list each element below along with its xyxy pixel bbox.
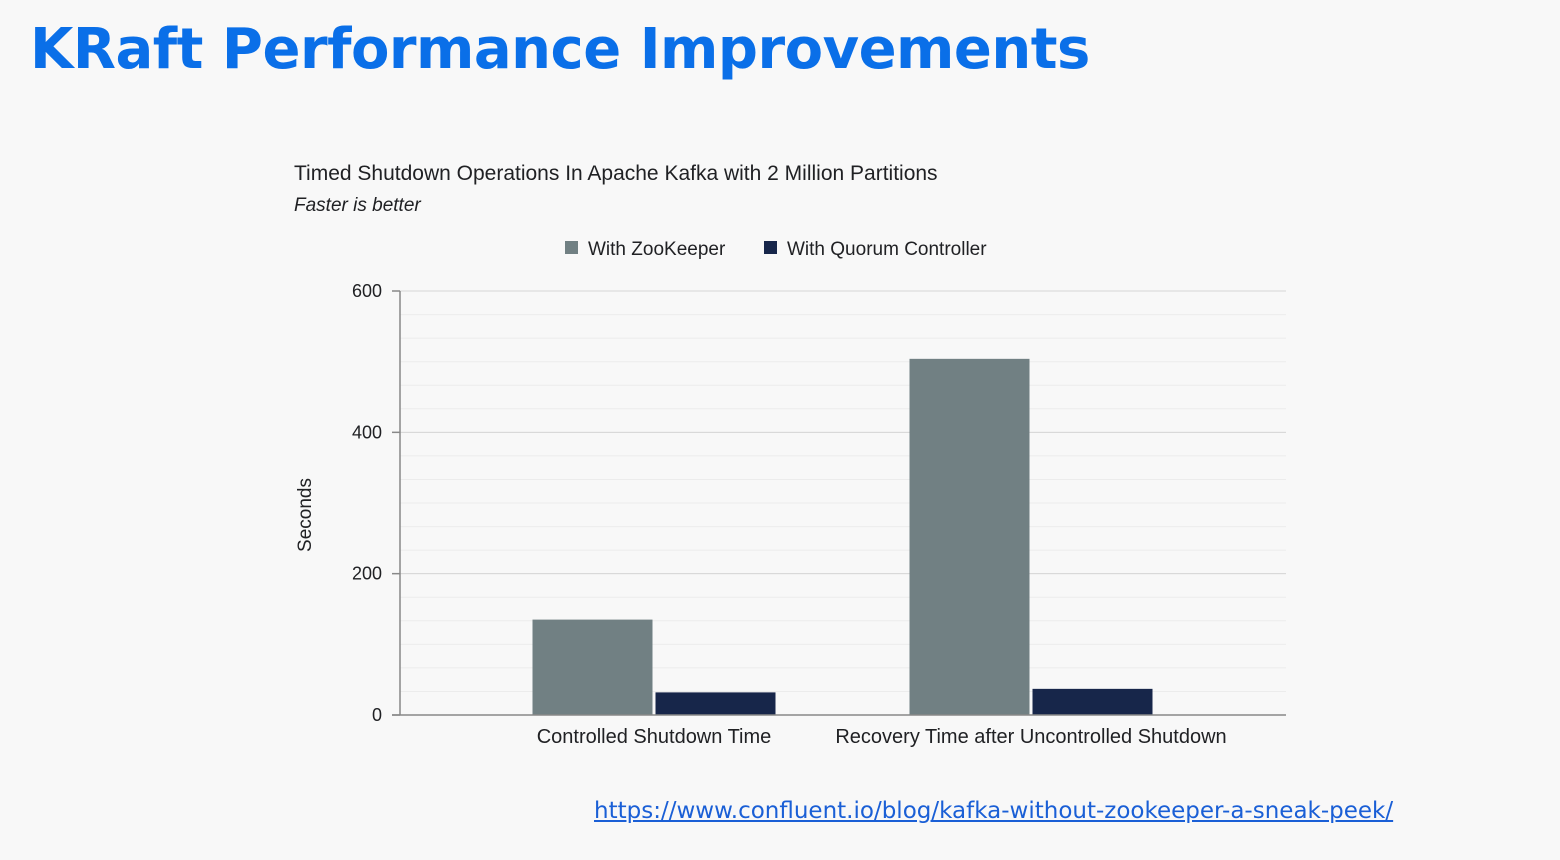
bar-with-quorum-controller-2 [1032,688,1153,715]
legend-swatch-with-quorum-controller [764,241,777,254]
source-link[interactable]: https://www.confluent.io/blog/kafka-with… [594,798,1394,824]
bar-with-quorum-controller-1 [655,692,776,715]
page-title: KRaft Performance Improvements [30,17,1090,82]
y-tick-label: 600 [352,281,382,301]
bar-with-zookeeper-1 [532,619,653,715]
chart-title: Timed Shutdown Operations In Apache Kafk… [294,162,938,185]
legend-label-with-zookeeper: With ZooKeeper [588,239,726,260]
bar-with-zookeeper-2 [909,358,1030,715]
y-axis-label: Seconds [295,478,316,552]
x-tick-label: Controlled Shutdown Time [537,726,772,748]
y-tick-label: 200 [352,564,382,584]
bars [532,358,1153,715]
x-tick-label: Recovery Time after Uncontrolled Shutdow… [835,726,1226,748]
legend-label-with-quorum-controller: With Quorum Controller [787,239,987,260]
axes [392,290,1286,716]
y-tick-label: 400 [352,422,382,442]
y-tick-labels: 0 200 400 600 [352,281,382,725]
chart-legend: With ZooKeeper With Quorum Controller [565,239,987,260]
legend-swatch-with-zookeeper [565,241,578,254]
bar-chart: Timed Shutdown Operations In Apache Kafk… [294,162,1286,748]
y-tick-label: 0 [372,705,382,725]
x-tick-labels: Controlled Shutdown Time Recovery Time af… [537,726,1227,748]
chart-subtitle: Faster is better [294,195,421,216]
